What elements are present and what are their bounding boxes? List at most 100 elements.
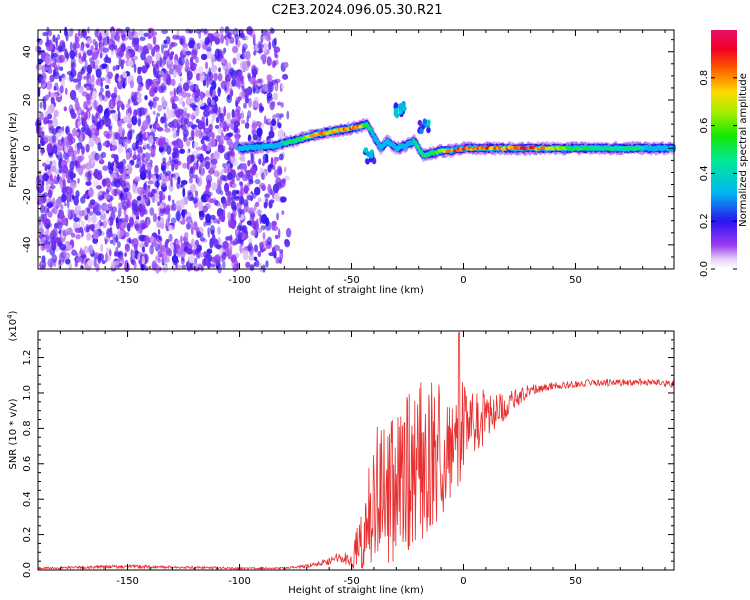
spectrogram-x-label: Height of straight line (km) — [288, 285, 424, 296]
noise-speckle — [228, 210, 232, 221]
noise-speckle — [182, 162, 188, 169]
noise-speckle — [149, 100, 153, 110]
noise-speckle — [108, 127, 113, 138]
noise-speckle — [101, 94, 105, 100]
noise-speckle — [221, 176, 227, 182]
noise-speckle — [209, 167, 214, 175]
noise-speckle — [63, 202, 67, 207]
x-tick-label: -150 — [116, 275, 139, 286]
noise-speckle — [151, 188, 155, 197]
noise-speckle — [72, 42, 77, 51]
noise-speckle — [65, 228, 69, 233]
noise-speckle — [256, 127, 263, 137]
noise-speckle — [54, 54, 62, 63]
y-tick-label: 0.4 — [22, 491, 33, 507]
noise-speckle — [213, 170, 220, 177]
noise-speckle — [152, 66, 156, 76]
noise-speckle — [197, 66, 204, 74]
noise-speckle — [283, 61, 289, 68]
noise-speckle — [108, 98, 116, 110]
noise-speckle — [84, 112, 89, 120]
noise-speckle — [149, 245, 154, 255]
noise-speckle — [41, 255, 46, 263]
noise-speckle — [78, 85, 84, 93]
noise-speckle — [177, 108, 184, 115]
x-tick-label: 0 — [460, 275, 466, 286]
noise-speckle — [95, 203, 102, 212]
noise-speckle — [177, 176, 181, 185]
noise-speckle — [58, 75, 62, 82]
noise-speckle — [185, 137, 191, 147]
chart-title: C2E3.2024.096.05.30.R21 — [271, 3, 442, 18]
noise-speckle — [254, 179, 261, 185]
noise-speckle — [248, 254, 255, 261]
noise-speckle — [144, 180, 148, 186]
noise-speckle — [277, 129, 285, 139]
noise-speckle — [107, 255, 111, 262]
noise-speckle — [79, 45, 84, 52]
noise-speckle — [131, 115, 138, 126]
noise-speckle — [207, 97, 212, 106]
noise-speckle — [89, 57, 95, 64]
noise-speckle — [77, 177, 80, 184]
noise-speckle — [69, 170, 74, 181]
noise-speckle — [40, 148, 46, 154]
noise-speckle — [248, 179, 254, 185]
ridge-blob — [426, 127, 431, 134]
noise-speckle — [269, 199, 275, 204]
noise-speckle — [227, 32, 232, 39]
noise-speckle — [146, 162, 153, 171]
noise-speckle — [156, 112, 160, 117]
noise-speckle — [241, 110, 244, 121]
noise-speckle — [185, 82, 189, 90]
noise-speckle — [200, 138, 205, 145]
noise-speckle — [231, 108, 235, 119]
noise-speckle — [140, 264, 145, 271]
noise-speckle — [69, 186, 74, 198]
snr-multiplier-close: ) — [8, 310, 19, 314]
noise-speckle — [78, 52, 82, 59]
noise-speckle — [50, 42, 54, 51]
noise-speckle — [278, 153, 284, 161]
noise-speckle — [116, 82, 123, 88]
noise-speckle — [178, 56, 185, 66]
noise-speckle — [196, 176, 203, 187]
noise-speckle — [200, 194, 208, 203]
noise-speckle — [149, 207, 155, 216]
noise-speckle — [61, 126, 65, 132]
noise-speckle — [56, 134, 59, 142]
noise-speckle — [97, 170, 102, 175]
noise-speckle — [125, 103, 131, 109]
colorbar-ticks: 0.0 0.2 0.4 0.6 0.8 — [699, 70, 737, 277]
noise-speckle — [226, 172, 233, 181]
noise-speckle — [273, 156, 277, 166]
noise-speckle — [35, 63, 43, 71]
noise-speckle — [270, 126, 274, 137]
noise-speckle — [87, 154, 95, 160]
noise-speckle — [117, 202, 125, 210]
noise-speckle — [69, 160, 75, 171]
noise-speckle — [250, 157, 254, 165]
noise-speckle — [64, 252, 71, 259]
noise-speckle — [104, 238, 108, 245]
noise-speckle — [84, 127, 91, 135]
noise-speckle — [152, 35, 157, 46]
y-tick-label: 0 — [22, 145, 33, 151]
noise-speckle — [209, 137, 216, 148]
noise-speckle — [171, 103, 178, 110]
noise-speckle — [117, 241, 121, 248]
noise-speckle — [190, 129, 195, 138]
noise-speckle — [251, 217, 255, 228]
noise-speckle — [229, 140, 234, 150]
noise-speckle — [241, 43, 248, 51]
noise-speckle — [205, 117, 209, 127]
colorbar-tick-label: 0.0 — [699, 261, 710, 277]
noise-speckle — [167, 194, 171, 202]
noise-speckle — [217, 113, 224, 119]
noise-speckle — [138, 30, 144, 37]
noise-speckle — [249, 166, 257, 176]
noise-speckle — [280, 196, 287, 203]
colorbar-gradient — [711, 30, 737, 269]
noise-speckle — [85, 43, 90, 49]
noise-speckle — [88, 77, 94, 84]
